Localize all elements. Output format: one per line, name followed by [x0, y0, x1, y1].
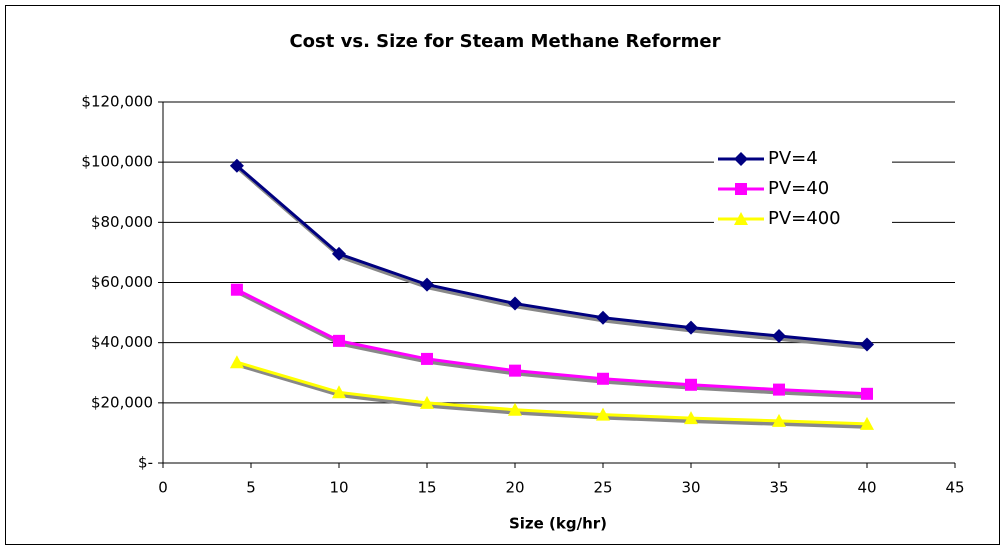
- marker: [420, 395, 434, 409]
- marker: [772, 329, 786, 344]
- y-tick-label: $80,000: [91, 213, 153, 231]
- marker: [332, 385, 346, 399]
- y-tick-label: $20,000: [91, 393, 153, 411]
- marker: [421, 352, 433, 365]
- marker: [420, 277, 434, 292]
- marker: [333, 334, 345, 347]
- marker: [597, 372, 609, 385]
- marker: [685, 378, 697, 391]
- x-tick-label: 15: [417, 479, 436, 497]
- marker: [860, 416, 874, 430]
- marker: [508, 402, 522, 416]
- series-line: [236, 288, 868, 396]
- y-tick-label: $100,000: [81, 153, 153, 171]
- marker: [772, 413, 786, 427]
- x-tick-label: 30: [681, 479, 700, 497]
- line-shadow: [237, 167, 870, 350]
- line-shadow: [238, 290, 870, 399]
- marker: [860, 337, 874, 352]
- x-tick-label: 10: [329, 479, 348, 497]
- x-tick-label: 20: [505, 479, 524, 497]
- line-shadow: [238, 363, 870, 429]
- y-tick-label: $120,000: [81, 93, 153, 111]
- legend-marker: [735, 183, 747, 195]
- marker: [230, 283, 243, 296]
- x-axis-label: Size (kg/hr): [509, 515, 607, 533]
- series-line: [235, 164, 868, 346]
- y-tick-label: $-: [138, 454, 153, 472]
- x-tick-label: 0: [158, 479, 168, 497]
- chart-title: Cost vs. Size for Steam Methane Reformer: [289, 31, 720, 52]
- marker: [596, 310, 610, 325]
- marker: [596, 407, 610, 421]
- series-line: [236, 360, 868, 426]
- marker: [773, 383, 785, 396]
- x-tick-label: 5: [246, 479, 256, 497]
- marker: [508, 296, 522, 311]
- legend-label: PV=400: [768, 208, 841, 229]
- legend-label: PV=40: [768, 178, 829, 199]
- marker: [861, 387, 873, 400]
- x-tick-label: 35: [769, 479, 788, 497]
- x-tick-label: 40: [857, 479, 876, 497]
- legend-marker: [734, 152, 748, 166]
- marker: [509, 364, 521, 377]
- marker: [229, 158, 244, 173]
- y-tick-label: $40,000: [91, 333, 153, 351]
- x-tick-label: 25: [593, 479, 612, 497]
- legend-marker: [734, 212, 748, 225]
- marker: [229, 355, 244, 369]
- y-tick-label: $60,000: [91, 273, 153, 291]
- marker: [684, 320, 698, 335]
- marker: [684, 411, 698, 425]
- legend-label: PV=4: [768, 148, 818, 169]
- chart-frame: [5, 5, 1000, 545]
- marker: [332, 246, 346, 261]
- x-tick-label: 45: [945, 479, 964, 497]
